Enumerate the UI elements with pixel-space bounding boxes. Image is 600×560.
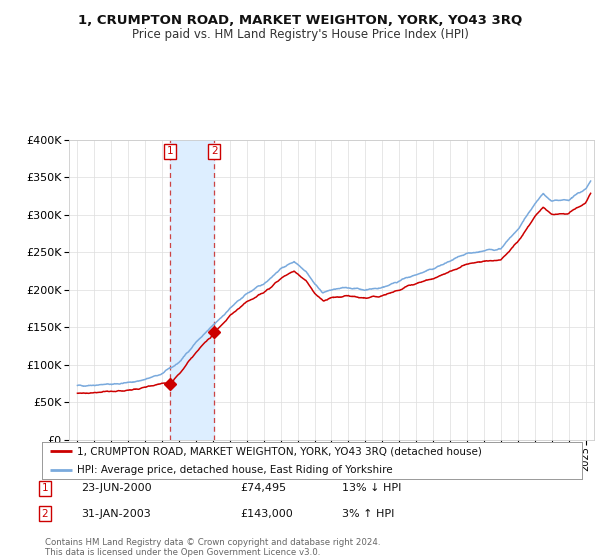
Text: Price paid vs. HM Land Registry's House Price Index (HPI): Price paid vs. HM Land Registry's House … [131, 28, 469, 41]
Text: 13% ↓ HPI: 13% ↓ HPI [342, 483, 401, 493]
Text: £143,000: £143,000 [240, 508, 293, 519]
Bar [170, 140, 214, 440]
Text: 1: 1 [41, 483, 49, 493]
Text: 2: 2 [41, 508, 49, 519]
Text: £74,495: £74,495 [240, 483, 286, 493]
Text: 31-JAN-2003: 31-JAN-2003 [81, 508, 151, 519]
Text: Contains HM Land Registry data © Crown copyright and database right 2024.
This d: Contains HM Land Registry data © Crown c… [45, 538, 380, 557]
Text: 3% ↑ HPI: 3% ↑ HPI [342, 508, 394, 519]
Text: 2: 2 [211, 146, 218, 156]
Text: HPI: Average price, detached house, East Riding of Yorkshire: HPI: Average price, detached house, East… [77, 465, 393, 474]
Text: 1: 1 [167, 146, 173, 156]
Text: 23-JUN-2000: 23-JUN-2000 [81, 483, 152, 493]
Text: 1, CRUMPTON ROAD, MARKET WEIGHTON, YORK, YO43 3RQ (detached house): 1, CRUMPTON ROAD, MARKET WEIGHTON, YORK,… [77, 446, 482, 456]
Text: 1, CRUMPTON ROAD, MARKET WEIGHTON, YORK, YO43 3RQ: 1, CRUMPTON ROAD, MARKET WEIGHTON, YORK,… [78, 14, 522, 27]
